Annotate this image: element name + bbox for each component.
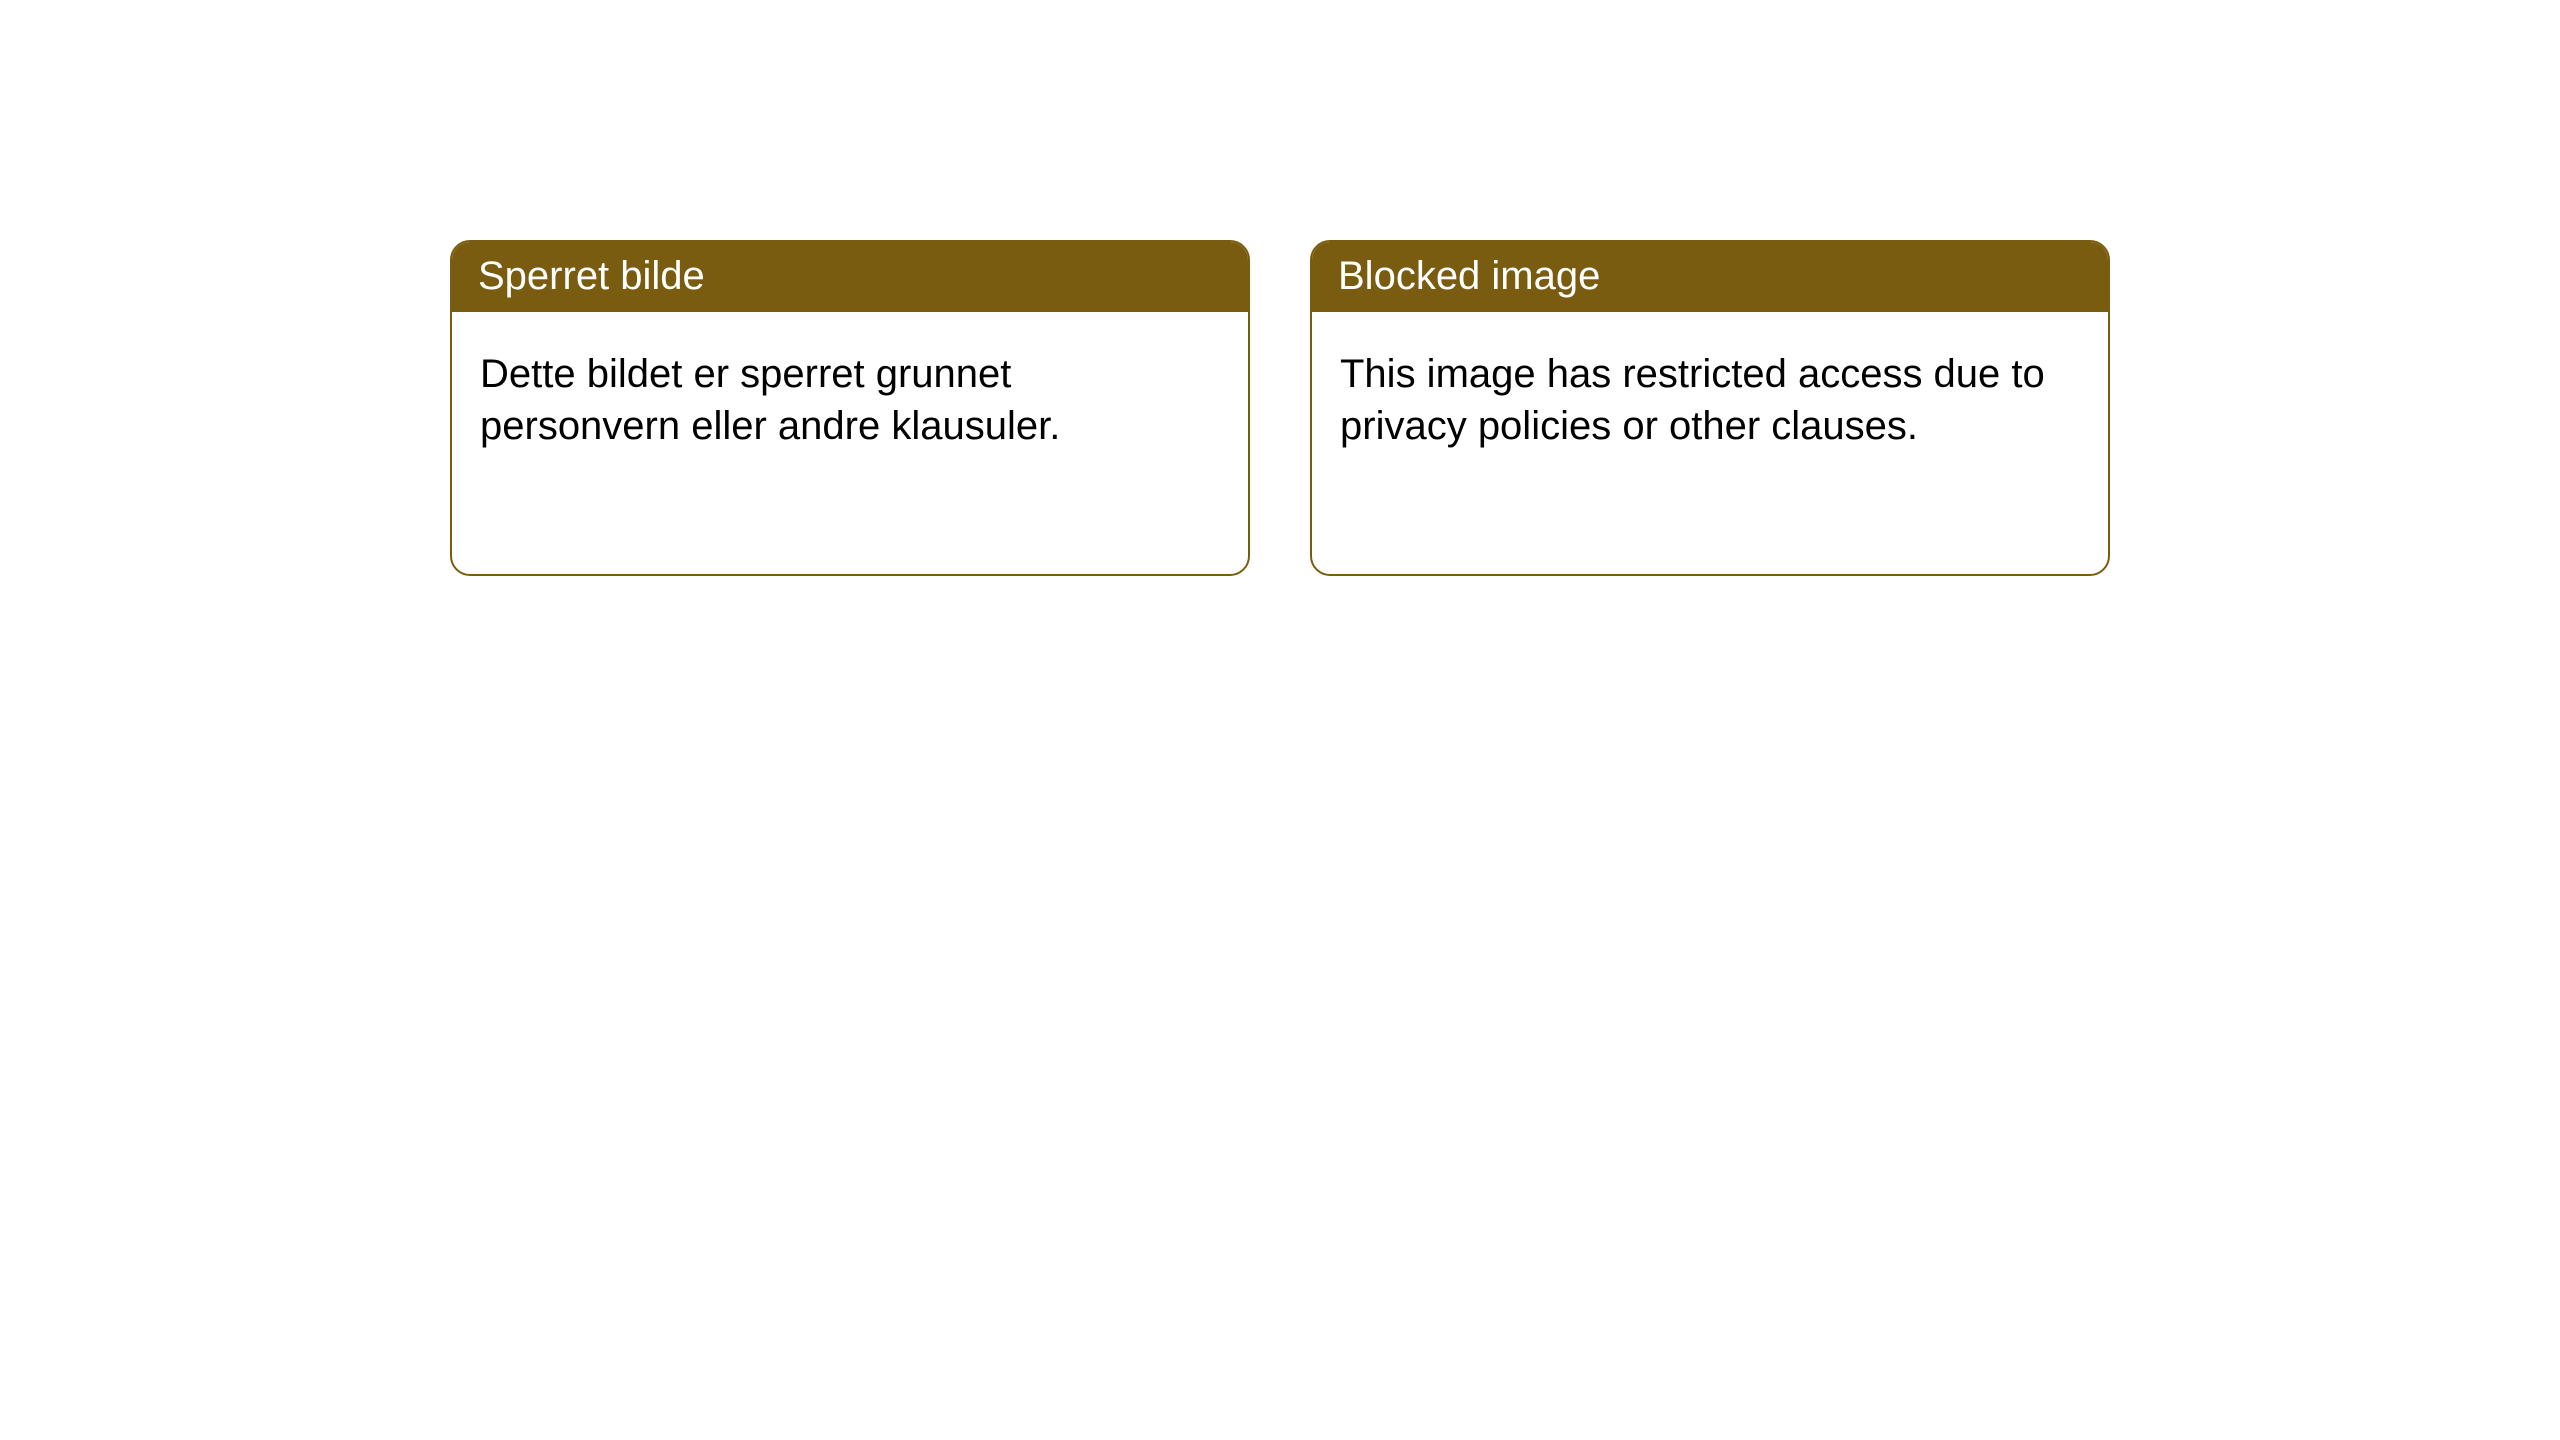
- card-body: This image has restricted access due to …: [1312, 312, 2108, 488]
- card-header: Sperret bilde: [452, 242, 1248, 312]
- notice-card-english: Blocked image This image has restricted …: [1310, 240, 2110, 576]
- card-header: Blocked image: [1312, 242, 2108, 312]
- card-body: Dette bildet er sperret grunnet personve…: [452, 312, 1248, 488]
- notice-cards-container: Sperret bilde Dette bildet er sperret gr…: [0, 0, 2560, 576]
- notice-card-norwegian: Sperret bilde Dette bildet er sperret gr…: [450, 240, 1250, 576]
